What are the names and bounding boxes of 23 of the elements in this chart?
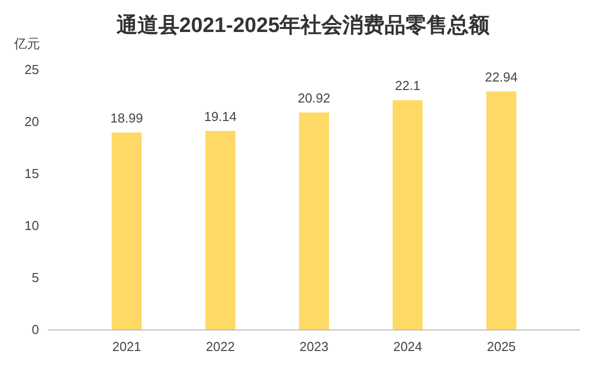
data-label: 20.92 (298, 90, 330, 106)
data-label: 18.99 (110, 110, 143, 126)
bar (486, 91, 516, 330)
x-tick-label: 2024 (393, 339, 422, 354)
chart-title: 通道县2021-2025年社会消费品零售总额 (115, 13, 491, 37)
bar (299, 112, 329, 330)
y-axis-title: 亿元 (13, 36, 40, 51)
y-tick-label: 15 (24, 166, 39, 182)
y-tick-label: 0 (32, 322, 39, 338)
y-tick-label: 5 (32, 270, 39, 286)
bar (205, 130, 236, 330)
bar (392, 100, 423, 330)
y-tick-label: 20 (24, 114, 39, 130)
data-label: 22.1 (395, 78, 420, 94)
y-tick-label: 25 (24, 62, 39, 78)
data-label: 22.94 (485, 69, 518, 84)
x-tick-label: 2023 (300, 339, 328, 354)
x-tick-label: 2022 (206, 339, 235, 354)
y-tick-label: 10 (24, 218, 39, 234)
bar (112, 132, 142, 330)
x-tick-label: 2021 (112, 339, 142, 354)
data-label: 19.14 (204, 108, 237, 124)
x-tick-label: 2025 (486, 339, 516, 354)
